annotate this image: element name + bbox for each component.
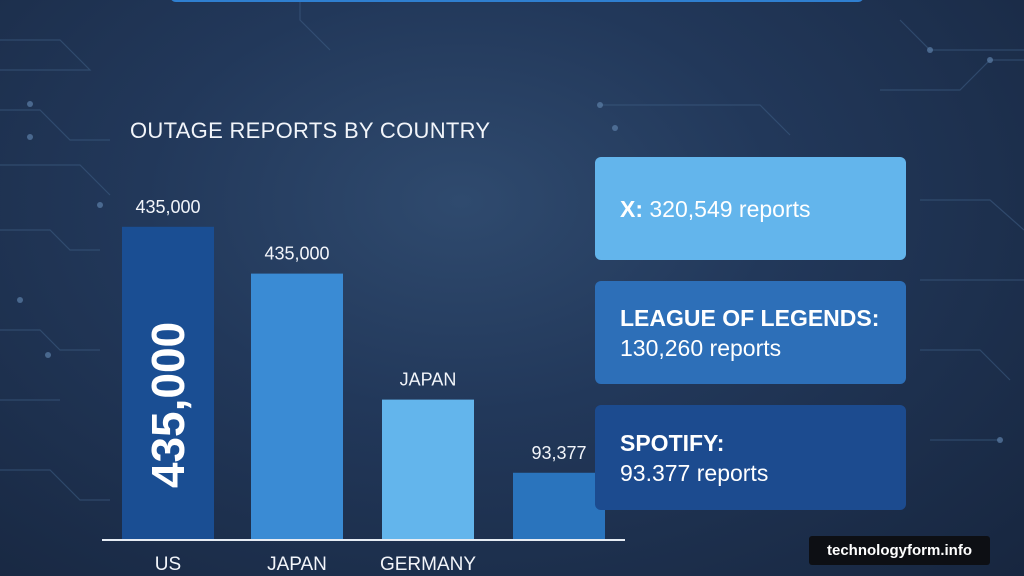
stat-card-label: SPOTIFY: (620, 429, 725, 456)
bar-value-label: 93,377 (531, 443, 586, 463)
bar (382, 399, 474, 540)
bar (122, 226, 214, 541)
watermark: technologyform.info (809, 536, 990, 565)
category-tick-label: GERMANY (380, 554, 476, 575)
category-tick-label: JAPAN (267, 554, 327, 575)
bar-value-label: JAPAN (400, 370, 457, 390)
stat-card-league-of-legends: LEAGUE OF LEGENDS: 130,260 reports (595, 281, 906, 384)
stat-card-text: 320,549 reports (643, 195, 811, 222)
stat-card-label: LEAGUE OF LEGENDS: (620, 304, 880, 331)
chart-title: OUTAGE REPORTS BY COUNTRY (130, 118, 491, 143)
stat-card-label: X: (620, 195, 643, 222)
stat-card-x: X: 320,549 reports (595, 157, 906, 260)
category-tick-label: US (155, 554, 181, 575)
bar-inner-value-label: 435,000 (142, 322, 194, 488)
bar-value-label: 435,000 (135, 197, 200, 217)
stat-card-text: 130,260 reports (620, 334, 782, 361)
stat-card-spotify: SPOTIFY: 93.377 reports (595, 405, 906, 510)
header-bar (170, 0, 864, 2)
stat-card-text: 93.377 reports (620, 459, 769, 486)
bar (513, 472, 605, 540)
bar-value-label: 435,000 (264, 244, 329, 264)
bar (251, 273, 343, 540)
